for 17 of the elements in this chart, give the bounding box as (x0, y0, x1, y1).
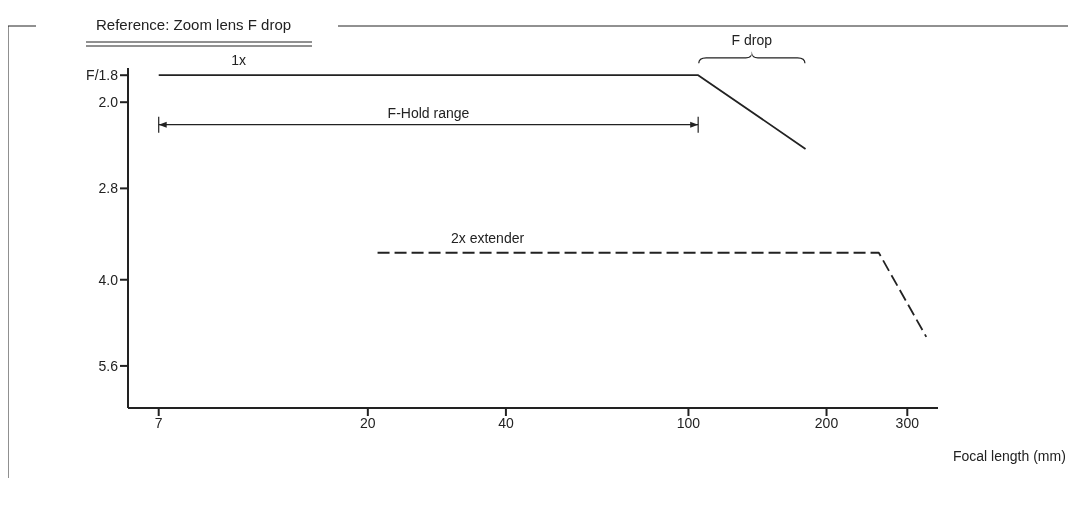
y-tick-label: F/1.8 (86, 67, 119, 84)
x-axis-title: Focal length (mm) (953, 447, 1066, 464)
series-label: 2x extender (450, 229, 525, 246)
x-tick-label: 200 (814, 414, 839, 431)
annotation: F-Hold range (387, 104, 470, 121)
x-tick-label: 300 (895, 414, 920, 431)
x-tick-label: 7 (154, 414, 163, 431)
y-tick-label: 2.0 (98, 94, 119, 111)
x-tick-label: 40 (498, 414, 514, 431)
series-label: 1x (231, 52, 247, 69)
y-tick-label: 4.0 (98, 271, 119, 288)
x-tick-label: 20 (360, 414, 376, 431)
chart-title: Reference: Zoom lens F drop (96, 16, 292, 33)
text: F drop (731, 32, 773, 49)
y-tick-label: 5.6 (98, 357, 119, 374)
y-tick-label: 2.8 (98, 180, 119, 197)
x-tick-label: 100 (676, 414, 701, 431)
